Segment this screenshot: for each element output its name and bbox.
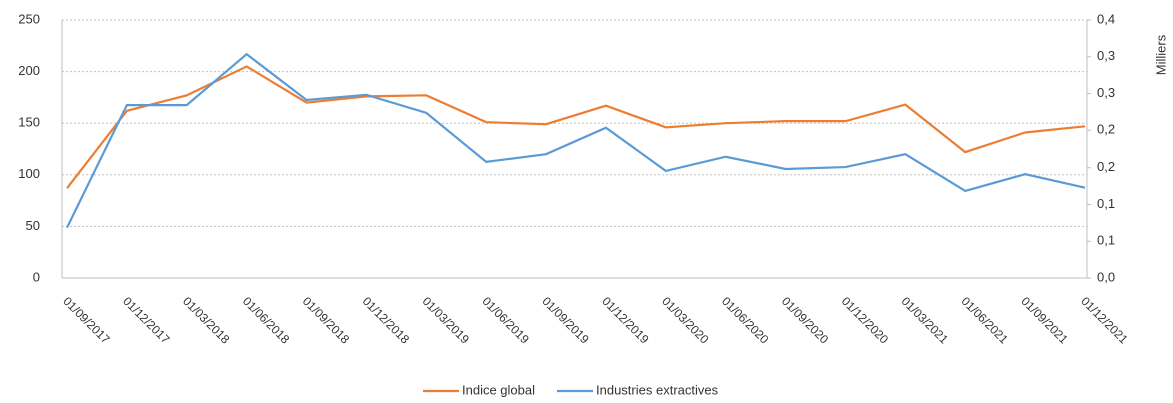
- y-tick-label: 150: [18, 115, 40, 130]
- legend-label: Industries extractives: [596, 382, 719, 397]
- y2-tick-label: 0,3: [1097, 48, 1115, 63]
- x-tick-label: 01/12/2017: [120, 294, 173, 347]
- y-tick-label: 100: [18, 166, 40, 181]
- x-tick-label: 01/12/2019: [599, 294, 652, 347]
- y2-tick-label: 0,2: [1097, 159, 1115, 174]
- x-tick-label: 01/12/2021: [1078, 294, 1131, 347]
- x-tick-label: 01/09/2017: [60, 294, 113, 347]
- x-tick-label: 01/06/2020: [719, 294, 772, 347]
- x-tick-label: 01/03/2021: [899, 294, 952, 347]
- x-tick-label: 01/09/2021: [1018, 294, 1071, 347]
- x-tick-label: 01/03/2020: [659, 294, 712, 347]
- y-tick-label: 250: [18, 11, 40, 26]
- x-tick-label: 01/12/2018: [360, 294, 413, 347]
- y-tick-label: 50: [26, 218, 40, 233]
- series-line: [66, 52, 1086, 229]
- x-tick-label: 01/06/2018: [240, 294, 293, 347]
- x-tick-label: 01/06/2019: [479, 294, 532, 347]
- x-tick-label: 01/09/2018: [300, 294, 353, 347]
- y2-tick-label: 0,4: [1097, 11, 1115, 26]
- x-tick-label: 01/06/2021: [959, 294, 1012, 347]
- legend-label: Indice global: [462, 382, 535, 397]
- x-tick-label: 01/09/2020: [779, 294, 832, 347]
- x-tick-label: 01/03/2019: [420, 294, 473, 347]
- x-tick-label: 01/12/2020: [839, 294, 892, 347]
- y-tick-label: 200: [18, 63, 40, 78]
- y2-axis-label: Milliers: [1153, 34, 1168, 75]
- y2-tick-label: 0,1: [1097, 196, 1115, 211]
- series-line: [66, 65, 1086, 189]
- x-tick-label: 01/03/2018: [180, 294, 233, 347]
- x-tick-label: 01/09/2019: [539, 294, 592, 347]
- y2-tick-label: 0,0: [1097, 269, 1115, 284]
- y2-tick-label: 0,1: [1097, 233, 1115, 248]
- y2-tick-label: 0,2: [1097, 122, 1115, 137]
- y-tick-label: 0: [33, 269, 40, 284]
- y2-tick-label: 0,3: [1097, 85, 1115, 100]
